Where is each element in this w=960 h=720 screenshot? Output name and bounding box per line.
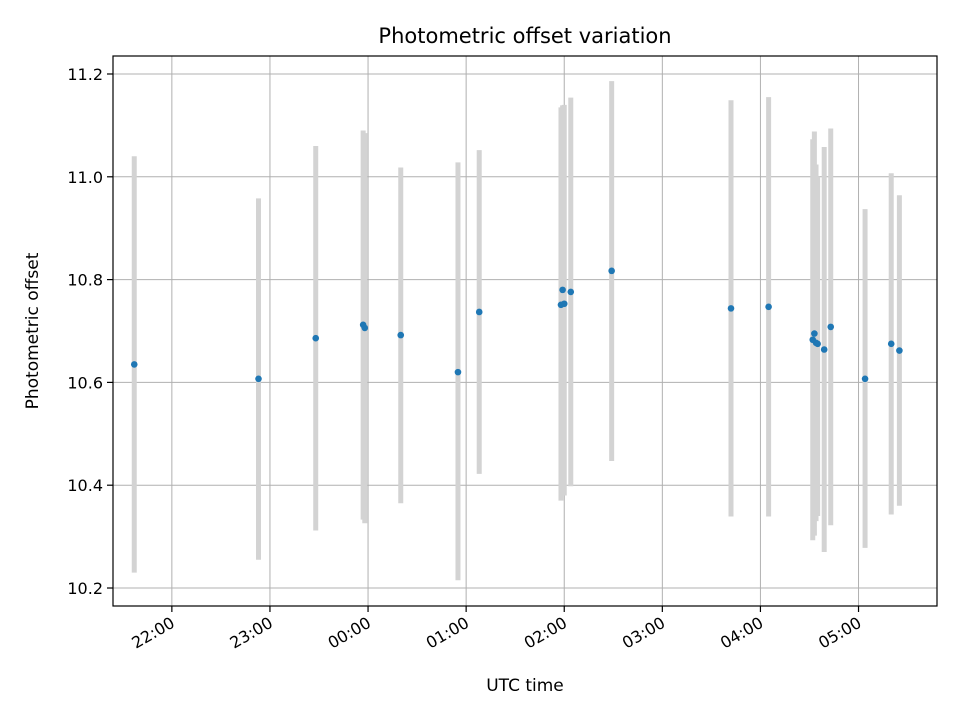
data-point [896,347,903,354]
data-point [255,375,262,383]
plot-frame [112,55,938,607]
data-point [454,368,462,376]
data-point [361,324,369,332]
data-point [811,330,818,337]
data-point [559,286,566,294]
grid [113,56,937,606]
y-axis-label: Photometric offset [23,252,43,409]
y-tick-label: 10.8 [67,271,103,290]
y-tick-label: 11.2 [67,65,103,84]
data-point [560,300,568,308]
data-point [397,331,405,339]
data-point [312,334,320,342]
data-point [861,375,869,383]
y-tick-label: 10.6 [67,373,103,392]
y-tick-label: 11.0 [67,168,103,187]
data-point [130,361,138,368]
y-tick-label: 10.4 [67,476,103,495]
x-axis-label: UTC time [486,676,564,696]
data-point [814,340,821,348]
chart-title: Photometric offset variation [378,24,671,48]
y-tick-label: 10.2 [67,579,103,598]
data-point [887,340,895,348]
data-point [567,288,575,296]
data-point [727,305,735,312]
data-point [475,308,483,316]
y-axis-ticks: 10.2 10.4 10.6 10.8 11.0 11.2 [67,65,113,598]
data-point [765,303,772,311]
data-point [827,323,835,331]
data-points [130,267,903,383]
data-point [820,346,828,353]
data-point [608,267,615,275]
